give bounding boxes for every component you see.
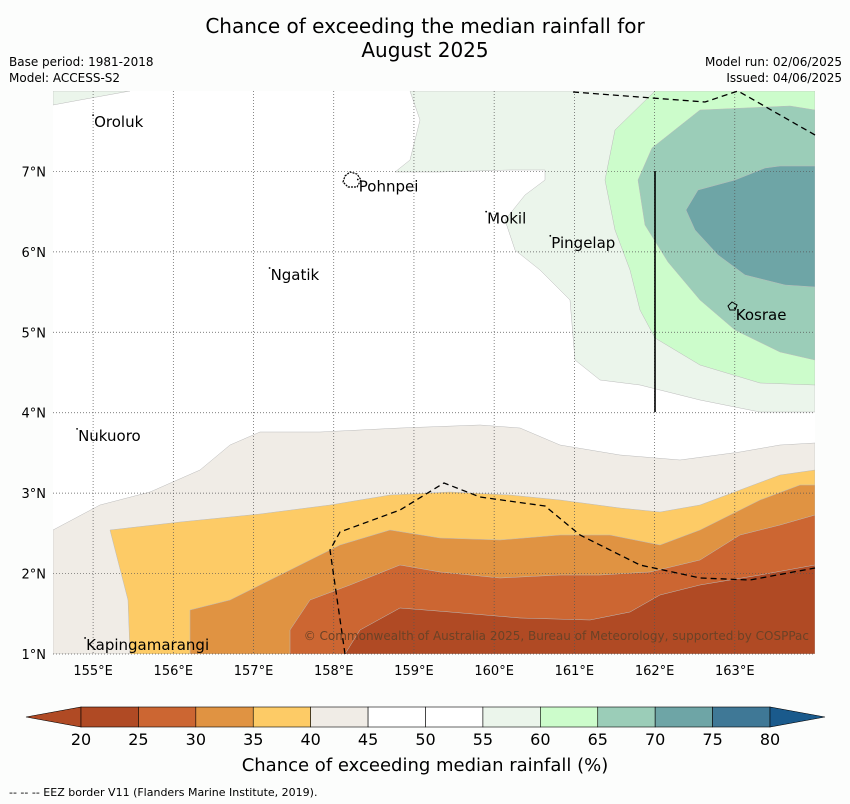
lat-tick-label: 4°N (22, 407, 47, 422)
place-label-nukuoro: Nukuoro (78, 427, 141, 445)
colorbar-low-extension (25, 706, 82, 728)
model-run: Model run: 02/06/2025 (704, 55, 842, 69)
colorbar-bin (138, 706, 197, 728)
lon-tick-label: 157°E (234, 664, 274, 679)
lat-tick-label: 2°N (22, 568, 47, 583)
title-line-2: August 2025 (361, 38, 489, 62)
colorbar-bin (712, 706, 771, 728)
contour-20 (344, 564, 815, 654)
lon-tick-label: 162°E (635, 664, 675, 679)
colorbar-bin (195, 706, 254, 728)
colorbar-bin (310, 706, 369, 728)
colorbar-tick-label: 70 (645, 730, 665, 749)
colorbar-tick-label: 45 (358, 730, 378, 749)
colorbar-tick-label: 35 (243, 730, 263, 749)
lat-tick-label: 1°N (22, 648, 47, 663)
place-marker (733, 307, 736, 310)
place-marker (549, 234, 552, 237)
lat-tick-label: 5°N (22, 326, 47, 341)
eez-borders (329, 90, 816, 655)
colorbar-bin (367, 706, 426, 728)
base-period: Base period: 1981-2018 (9, 55, 154, 69)
place-label-oroluk: Oroluk (94, 113, 143, 131)
colorbar-high-extension (769, 706, 826, 728)
lat-tick-label: 3°N (22, 487, 47, 502)
eez-footnote: -- -- -- EEZ border V11 (Flanders Marine… (9, 786, 318, 799)
eez-south (329, 482, 816, 655)
meta-right: Model run: 02/06/2025 Issued: 04/06/2025 (705, 54, 842, 86)
place-label-kosrae: Kosrae (736, 306, 787, 324)
lat-tick-label: 6°N (22, 246, 47, 261)
lon-tick-label: 156°E (154, 664, 194, 679)
kosrae-outline (727, 301, 738, 311)
colorbar-tick-label: 60 (530, 730, 550, 749)
axis-ticks: 155°E 156°E 157°E 158°E 159°E 160°E 161°E 162°E… (22, 165, 755, 679)
contour-55-nw (53, 91, 131, 106)
colorbar-bin (80, 706, 139, 728)
colorbar-bin (597, 706, 656, 728)
lat-tick-label: 7°N (22, 165, 47, 180)
place-labels: Oroluk Pohnpei Mokil Pingelap Ngatik Kosrae Nu… (76, 113, 786, 654)
colorbar-bin (252, 706, 311, 728)
colorbar-tick-label: 75 (702, 730, 722, 749)
colorbar-tick-label: 55 (473, 730, 493, 749)
colorbar-tick-label: 25 (128, 730, 148, 749)
place-marker (268, 267, 271, 269)
contour-70 (685, 165, 815, 288)
meta-left: Base period: 1981-2018 Model: ACCESS-S2 (9, 54, 154, 86)
lon-tick-label: 163°E (715, 664, 755, 679)
pohnpei-outline (342, 171, 362, 188)
place-label-pohnpei: Pohnpei (359, 178, 419, 196)
lon-tick-label: 161°E (555, 664, 595, 679)
issued-date: Issued: 04/06/2025 (726, 71, 842, 85)
lon-tick-label: 155°E (73, 664, 113, 679)
place-label-mokil: Mokil (487, 210, 526, 228)
place-marker (356, 178, 359, 181)
lon-tick-label: 158°E (314, 664, 354, 679)
lon-tick-label: 160°E (474, 664, 514, 679)
colorbar-tick-label: 80 (760, 730, 780, 749)
place-label-ngatik: Ngatik (271, 266, 320, 284)
colorbar-tick-label: 50 (415, 730, 435, 749)
colorbar-tick-label: 20 (71, 730, 91, 749)
colorbar: 20 25 30 35 40 45 50 55 60 65 70 75 80 (25, 706, 826, 749)
copyright-text: © Commonwealth of Australia 2025, Bureau… (304, 629, 809, 643)
place-label-pingelap: Pingelap (551, 234, 615, 252)
place-marker (485, 210, 488, 213)
eez-north (572, 90, 816, 136)
title-line-1: Chance of exceeding the median rainfall … (205, 14, 645, 38)
colorbar-title: Chance of exceeding median rainfall (%) (241, 755, 609, 776)
colorbar-bin (425, 706, 484, 728)
colorbar-bin (654, 706, 713, 728)
lon-tick-label: 159°E (394, 664, 434, 679)
place-label-kapingamarangi: Kapingamarangi (86, 636, 209, 654)
place-marker (92, 114, 95, 117)
place-marker (76, 427, 78, 430)
model-name: Model: ACCESS-S2 (9, 71, 121, 85)
chart-title: Chance of exceeding the median rainfall … (0, 14, 850, 62)
colorbar-tick-label: 40 (300, 730, 320, 749)
colorbar-tick-label: 65 (588, 730, 608, 749)
colorbar-bin (482, 706, 541, 728)
colorbar-bin (540, 706, 599, 728)
colorbar-tick-label: 30 (186, 730, 206, 749)
island-outlines (342, 171, 738, 311)
place-marker (84, 637, 86, 639)
